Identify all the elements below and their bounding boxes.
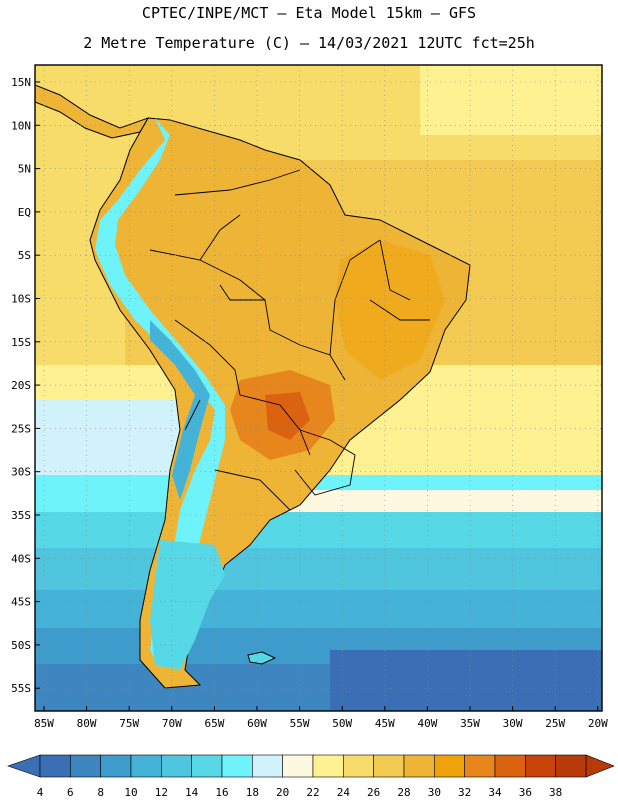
band-south-4 — [330, 650, 602, 711]
colorbar-swatch — [373, 754, 405, 778]
andes-cold — [95, 118, 225, 668]
color-bar: 4 6 8 10 12 14 16 18 20 22 24 26 28 30 32 34 36 38 — [7, 754, 615, 799]
lat-label: 55S — [11, 682, 31, 695]
band-pacific-cool — [35, 400, 185, 480]
colorbar-label: 14 — [185, 786, 199, 799]
colorbar-swatch — [312, 754, 344, 778]
colorbar-swatch — [464, 754, 496, 778]
title-line-1: CPTEC/INPE/MCT – Eta Model 15km – GFS — [141, 4, 477, 22]
colorbar-label: 24 — [337, 786, 351, 799]
lat-label: 5N — [18, 163, 31, 176]
colorbar-swatch — [221, 754, 253, 778]
colorbar-swatch — [70, 754, 101, 778]
lat-label: 25S — [11, 422, 31, 435]
lon-label: 65W — [204, 717, 224, 730]
colorbar-label: 12 — [155, 786, 168, 799]
colorbar-label: 4 — [37, 786, 44, 799]
lat-label: 40S — [11, 552, 31, 565]
central-america — [35, 84, 150, 139]
colorbar-label: 28 — [397, 786, 410, 799]
colorbar-swatch — [130, 754, 162, 778]
lat-label: EQ — [18, 206, 31, 219]
colorbar-swatch — [39, 754, 71, 778]
colorbar-swatch — [100, 754, 132, 778]
colorbar-label: 20 — [276, 786, 289, 799]
falklands-island — [247, 651, 277, 665]
lat-label: 15N — [11, 76, 31, 89]
warm-brazil — [335, 240, 445, 380]
colorbar-label: 36 — [519, 786, 532, 799]
colorbar-label: 32 — [458, 786, 471, 799]
band-north-east — [420, 65, 602, 135]
colorbar-label: 26 — [367, 786, 380, 799]
lon-label: 75W — [119, 717, 139, 730]
longitude-axis: 85W 80W 75W 70W 65W 60W 55W 50W 45W 40W 35W 30W 25W 2… — [34, 706, 608, 730]
lat-label: 15S — [11, 336, 31, 349]
title-line-2: 2 Metre Temperature (C) – 14/03/2021 12U… — [83, 34, 535, 52]
colorbar-swatch — [252, 754, 283, 778]
lat-label: 45S — [11, 596, 31, 609]
lon-label: 70W — [162, 717, 182, 730]
colorbar-label: 8 — [97, 786, 104, 799]
lon-label: 45W — [375, 717, 395, 730]
colorbar-label: 6 — [67, 786, 74, 799]
colorbar-label: 22 — [306, 786, 319, 799]
colorbar-swatch — [403, 754, 435, 778]
colorbar-low-arrow — [7, 754, 41, 778]
lon-label: 25W — [545, 717, 565, 730]
lon-label: 60W — [247, 717, 267, 730]
colorbar-swatch — [555, 754, 587, 778]
lat-label: 35S — [11, 509, 31, 522]
colorbar-swatch — [494, 754, 526, 778]
lon-label: 50W — [332, 717, 352, 730]
lon-label: 20W — [588, 717, 608, 730]
colorbar-swatch — [525, 754, 556, 778]
colorbar-swatch — [434, 754, 465, 778]
map-frame — [34, 64, 603, 712]
band-south-1 — [35, 590, 602, 630]
latitude-axis: 15N 10N 5N EQ 5S 10S 15S 20S 25S 30S 35S 40S 45S 50S 5… — [11, 76, 40, 695]
lon-label: 55W — [290, 717, 310, 730]
colorbar-swatch — [282, 754, 314, 778]
lon-label: 80W — [77, 717, 97, 730]
lat-label: 10N — [11, 119, 31, 132]
temperature-field — [35, 65, 602, 711]
andes-coldest — [150, 320, 210, 500]
colorbar-swatch — [161, 754, 192, 778]
colorbar-label: 30 — [428, 786, 441, 799]
colorbar-label: 38 — [549, 786, 562, 799]
colorbar-swatch — [343, 754, 374, 778]
colorbar-swatch — [191, 754, 223, 778]
lat-label: 30S — [11, 466, 31, 479]
lat-label: 10S — [11, 293, 31, 306]
lat-label: 5S — [18, 249, 31, 262]
lon-label: 85W — [34, 717, 54, 730]
colorbar-label: 10 — [124, 786, 137, 799]
lon-label: 40W — [417, 717, 437, 730]
lat-label: 50S — [11, 639, 31, 652]
colorbar-label: 34 — [488, 786, 502, 799]
patagonia-cool — [150, 540, 225, 670]
colorbar-label: 16 — [215, 786, 228, 799]
lat-label: 20S — [11, 379, 31, 392]
lon-label: 30W — [503, 717, 523, 730]
band-mid-2 — [35, 512, 602, 552]
colorbar-label: 18 — [246, 786, 259, 799]
band-mid-3 — [35, 548, 602, 593]
colorbar-high-arrow — [585, 754, 615, 778]
lon-label: 35W — [460, 717, 480, 730]
